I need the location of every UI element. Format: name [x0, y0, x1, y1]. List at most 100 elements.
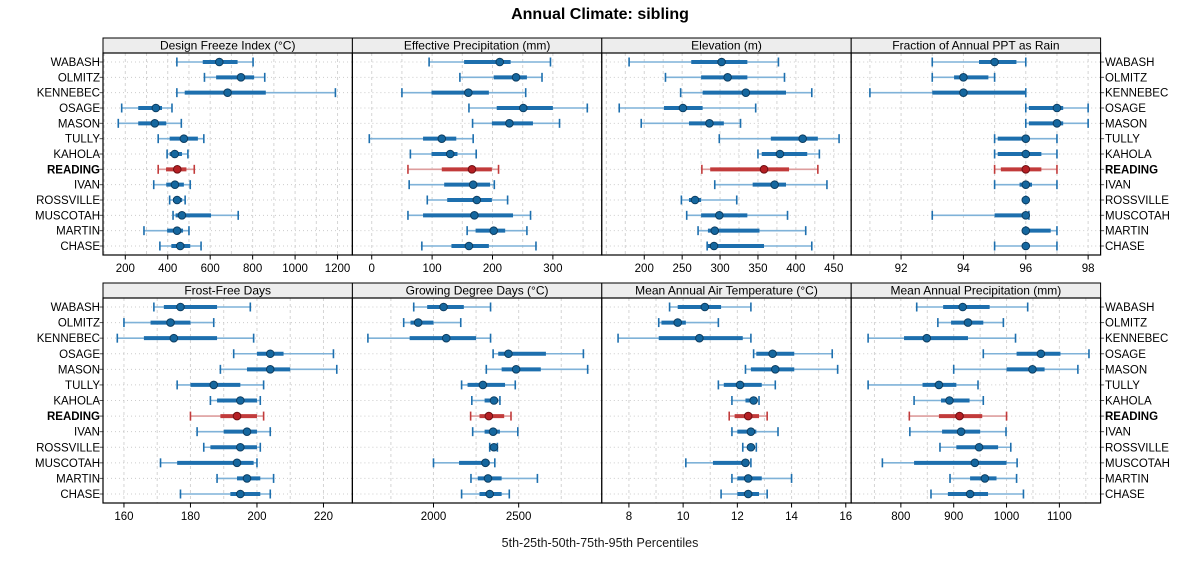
percentile-row-kennebec [116, 333, 255, 343]
percentile-row-wabash [176, 57, 254, 67]
percentile-row-kahola [993, 149, 1058, 159]
axis-tick-label: 14 [785, 511, 798, 523]
axis-tick-label: 98 [1082, 263, 1095, 275]
percentile-row-tully [867, 380, 979, 390]
site-label-left-mason: MASON [58, 364, 100, 376]
strip-header-label: Mean Annual Precipitation (mm) [891, 284, 1062, 298]
axis-tick-label: 1000 [282, 263, 308, 275]
axis-tick-label: 94 [957, 263, 970, 275]
median-dot [746, 442, 756, 452]
median-dot [495, 57, 505, 67]
median-dot [1028, 365, 1037, 374]
percentile-row-chase [720, 489, 768, 499]
percentile-row-martin [466, 226, 528, 236]
axis-tick-label: 800 [243, 263, 262, 275]
percentile-row-ivan [993, 180, 1058, 190]
panel-elevation-m: Elevation (m) 200 250 300 350 400 450 [601, 37, 852, 275]
site-label-right-olmitz: OLMITZ [1105, 72, 1147, 84]
median-dot [236, 442, 245, 452]
percentile-row-kahola [913, 396, 985, 405]
median-dot [170, 149, 180, 159]
median-dot [169, 333, 179, 343]
percentile-row-wabash [153, 302, 252, 312]
median-dot [959, 73, 968, 82]
percentile-row-martin [697, 226, 807, 236]
site-label-right-chase: CHASE [1105, 489, 1145, 501]
site-label-right-kennebec: KENNEBEC [1105, 333, 1168, 345]
median-dot [478, 380, 488, 390]
median-dot [770, 365, 780, 374]
percentile-row-muscotah [931, 210, 1031, 220]
percentile-row-osage [468, 103, 589, 113]
median-dot [970, 458, 980, 468]
percentile-row-rossville [426, 195, 509, 205]
percentile-row-rossville [680, 195, 738, 205]
site-label-right-wabash: WABASH [1105, 57, 1154, 69]
percentile-row-olmitz [123, 318, 215, 328]
percentile-row-reading [993, 164, 1058, 174]
percentile-row-muscotah [432, 458, 496, 468]
median-dot [775, 149, 785, 159]
median-dot [179, 134, 189, 143]
percentile-row-chase [159, 241, 202, 251]
median-dot [172, 195, 182, 205]
panel-border [850, 297, 1102, 504]
median-dot [265, 365, 275, 374]
percentile-row-olmitz [664, 72, 786, 82]
median-dot [236, 396, 245, 405]
percentile-row-martin [143, 226, 190, 236]
strip-header-label: Frost-Free Days [184, 284, 271, 298]
median-dot [963, 318, 973, 327]
median-dot [150, 119, 160, 128]
median-dot [743, 411, 753, 421]
median-dot [1021, 241, 1031, 251]
axis-tick-label: 100 [423, 263, 442, 275]
axis-tick-label: 400 [786, 263, 805, 275]
site-label-right-mason: MASON [1105, 118, 1147, 130]
median-dot [236, 489, 245, 499]
axis-tick-label: 92 [895, 263, 908, 275]
median-dot [483, 474, 493, 483]
median-dot [678, 103, 688, 113]
percentile-row-tully [176, 380, 265, 390]
site-label-left-wabash: WABASH [51, 57, 100, 69]
median-dot [172, 226, 182, 235]
panel-fraction-of-annual-ppt-as-rain: Fraction of Annual PPT as Rain 92 94 96 98 [850, 37, 1102, 275]
median-dot [974, 442, 984, 452]
median-dot [504, 349, 513, 359]
median-dot [955, 411, 964, 421]
site-label-right-osage: OSAGE [1105, 103, 1146, 115]
median-dot [489, 396, 499, 405]
median-dot [265, 349, 275, 359]
percentile-row-olmitz [931, 72, 996, 82]
median-dot [768, 349, 777, 359]
percentile-row-mason [1024, 118, 1089, 128]
percentile-row-mason [471, 118, 561, 128]
axis-tick-label: 160 [114, 511, 133, 523]
median-dot [518, 103, 528, 113]
percentile-row-chase [179, 489, 272, 499]
percentile-row-osage [982, 349, 1090, 359]
median-dot [445, 149, 455, 159]
median-dot [175, 241, 185, 251]
median-dot [511, 73, 521, 82]
median-dot [470, 211, 479, 220]
panel-row-2: WABASH WABASH OLMITZ OLMITZ KENNEBEC KENNEBEC… [35, 282, 1170, 523]
axis-tick-label: 450 [824, 263, 843, 275]
axis-tick-label: 96 [1019, 263, 1032, 275]
percentile-row-ivan [713, 180, 828, 190]
percentile-row-rossville [1021, 195, 1031, 205]
percentile-row-chase [706, 241, 813, 251]
percentile-row-martin [216, 473, 275, 483]
median-dot [437, 134, 447, 143]
panel-growing-degree-days-c: Growing Degree Days (°C) 2000 2500 [351, 282, 603, 523]
site-label-left-reading: READING [47, 164, 100, 176]
median-dot [922, 333, 932, 343]
site-label-right-tully: TULLY [1105, 380, 1140, 392]
site-label-right-muscotah: MUSCOTAH [1105, 210, 1170, 222]
percentile-row-muscotah [172, 210, 240, 220]
site-label-left-martin: MARTIN [56, 226, 100, 238]
median-dot [798, 134, 807, 143]
